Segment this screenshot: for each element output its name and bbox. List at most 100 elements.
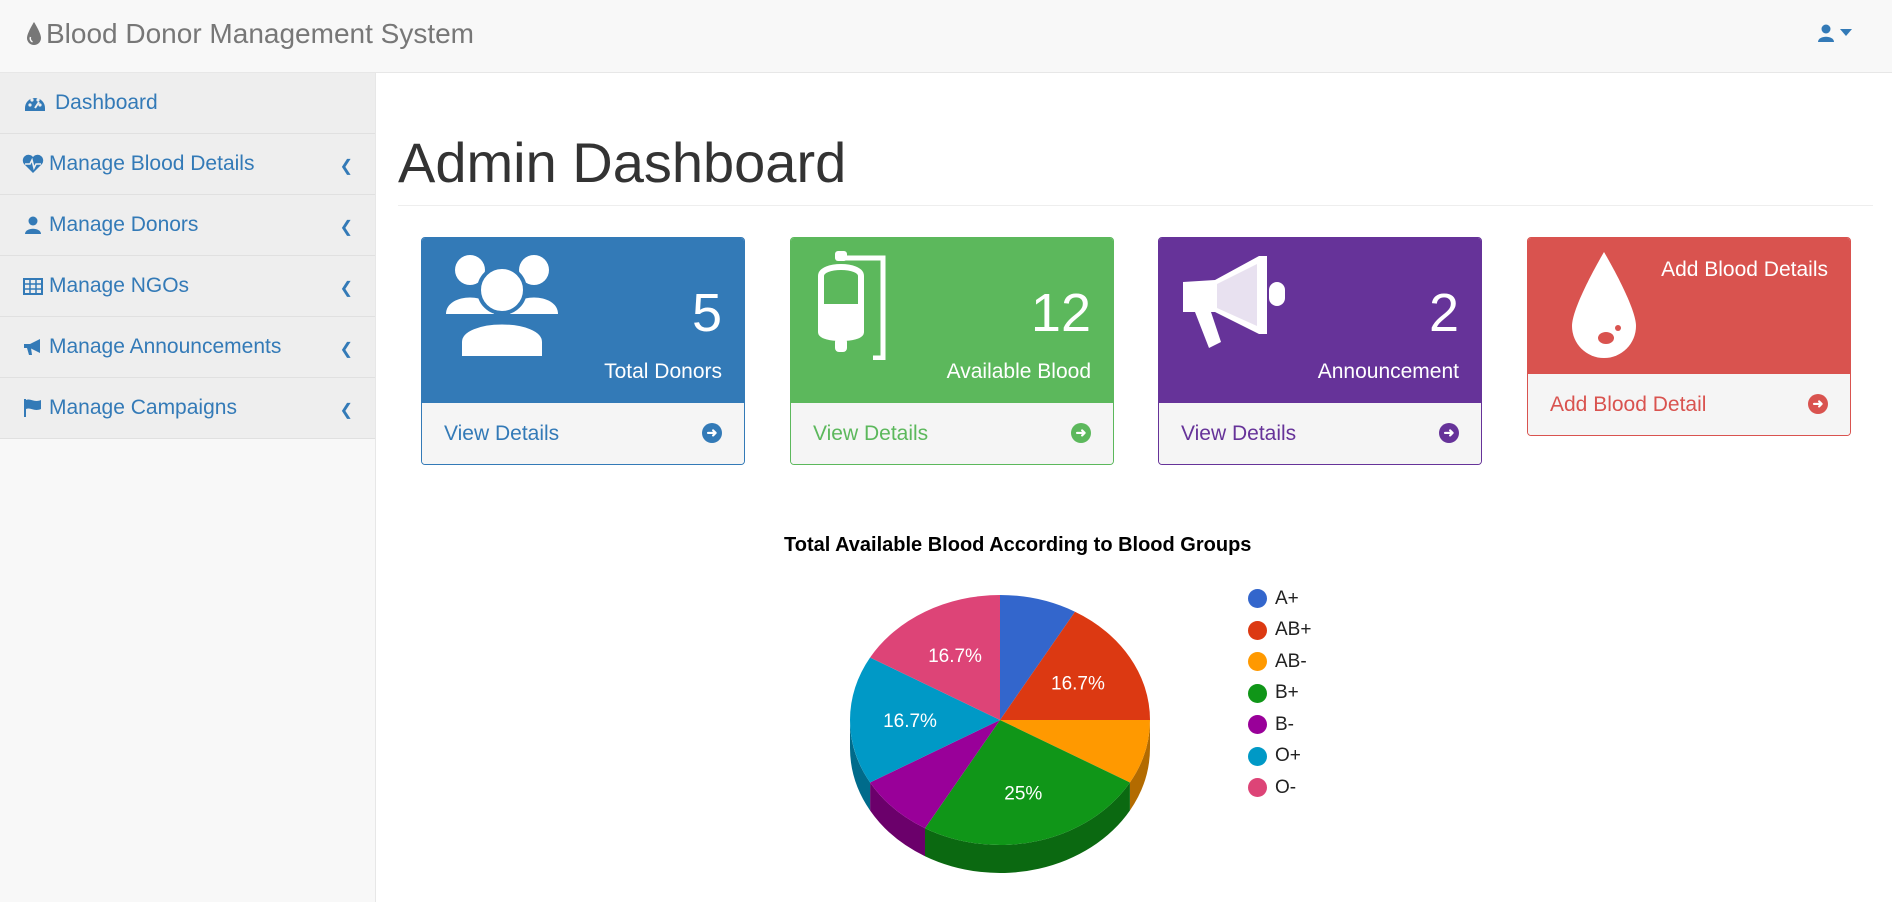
legend-swatch xyxy=(1248,746,1267,766)
sidebar-item-label: Manage Blood Details xyxy=(49,152,255,175)
bullhorn-icon xyxy=(22,336,44,358)
panel-heading: 12 Available Blood xyxy=(791,238,1113,403)
pie-data-label: 25% xyxy=(1004,783,1042,804)
link-label: View Details xyxy=(813,421,929,445)
legend-item[interactable]: A+ xyxy=(1248,583,1311,615)
chevron-left-icon: ❮ xyxy=(339,341,353,358)
chart-title: Total Available Blood According to Blood… xyxy=(784,534,1252,556)
sidebar-item-manage-blood-details[interactable]: Manage Blood Details ❮ xyxy=(0,134,375,195)
title-divider xyxy=(398,205,1873,206)
top-navbar: Blood Donor Management System xyxy=(0,0,1892,73)
view-details-link[interactable]: View Details ➜ xyxy=(422,403,744,464)
chart-legend: A+ AB+ AB- B+ B- O+ O- xyxy=(1248,583,1311,804)
caret-down-icon xyxy=(1840,29,1852,36)
user-icon xyxy=(1818,24,1834,42)
link-label: View Details xyxy=(1181,421,1297,445)
pie-slice-AB- xyxy=(1000,720,1150,783)
pie-slice-AB+ xyxy=(1000,611,1150,720)
panel-label: Add Blood Details xyxy=(1661,258,1828,281)
pie-slice-O+ xyxy=(850,657,1000,783)
pie-data-label: 16.7% xyxy=(928,646,982,667)
pie-data-label: 16.7% xyxy=(1051,674,1105,695)
chevron-left-icon: ❮ xyxy=(339,219,353,236)
pie-slice-B- xyxy=(870,720,1000,829)
add-blood-details-panel: Add Blood Details Add Blood Detail ➜ xyxy=(1527,237,1851,436)
arrow-circle-right-icon: ➜ xyxy=(1808,394,1828,414)
legend-label: AB+ xyxy=(1275,619,1312,641)
legend-swatch xyxy=(1248,589,1267,609)
legend-label: B- xyxy=(1275,713,1294,735)
blood-group-pie-chart: 16.7% 25% 16.7% 16.7% xyxy=(850,595,1150,873)
legend-label: B+ xyxy=(1275,682,1299,704)
sidebar-item-label: Manage Campaigns xyxy=(49,396,237,419)
panel-heading: Add Blood Details xyxy=(1528,238,1850,374)
donor-count: 5 xyxy=(691,283,722,343)
panel-heading: 2 Announcement xyxy=(1159,238,1481,403)
legend-swatch xyxy=(1248,715,1267,735)
arrow-circle-right-icon: ➜ xyxy=(1439,423,1459,443)
chevron-left-icon: ❮ xyxy=(339,158,353,175)
announcement-panel: 2 Announcement View Details ➜ xyxy=(1158,237,1482,465)
chevron-left-icon: ❮ xyxy=(339,280,353,297)
chevron-left-icon: ❮ xyxy=(339,402,353,419)
users-icon xyxy=(446,255,558,358)
pie-data-label: 16.7% xyxy=(883,711,937,732)
sidebar-item-manage-ngos[interactable]: Manage NGOs ❮ xyxy=(0,256,375,317)
page-title: Admin Dashboard xyxy=(398,131,847,194)
legend-item[interactable]: B+ xyxy=(1248,678,1311,710)
view-details-link[interactable]: View Details ➜ xyxy=(791,403,1113,464)
sidebar-item-label: Manage Donors xyxy=(49,213,199,236)
sidebar-item-manage-campaigns[interactable]: Manage Campaigns ❮ xyxy=(0,378,375,439)
pie-slice-O- xyxy=(870,595,1000,720)
legend-swatch xyxy=(1248,683,1267,703)
arrow-circle-right-icon: ➜ xyxy=(1071,423,1091,443)
heartbeat-icon xyxy=(22,153,44,175)
panel-label: Total Donors xyxy=(604,360,722,383)
flag-icon xyxy=(22,397,44,419)
sidebar-item-label: Manage NGOs xyxy=(49,274,190,297)
legend-item[interactable]: AB+ xyxy=(1248,615,1311,647)
pie-slice-side-B+ xyxy=(925,782,1130,873)
add-blood-detail-link[interactable]: Add Blood Detail ➜ xyxy=(1528,374,1850,435)
legend-label: O- xyxy=(1275,776,1297,798)
pie-slice-side-O+ xyxy=(850,720,871,811)
legend-item[interactable]: O- xyxy=(1248,772,1311,804)
pie-slice-side-AB- xyxy=(1129,720,1150,811)
user-icon xyxy=(22,214,44,236)
legend-label: O+ xyxy=(1275,745,1301,767)
sidebar-item-dashboard[interactable]: Dashboard xyxy=(0,73,375,134)
sidebar-item-label: Manage Announcements xyxy=(49,335,282,358)
pie-slice-A+ xyxy=(1000,595,1075,720)
brand[interactable]: Blood Donor Management System xyxy=(26,18,474,50)
view-details-link[interactable]: View Details ➜ xyxy=(1159,403,1481,464)
link-label: View Details xyxy=(444,421,560,445)
total-donors-panel: 5 Total Donors View Details ➜ xyxy=(421,237,745,465)
sidebar: Dashboard Manage Blood Details ❮ Manage … xyxy=(0,73,376,902)
sidebar-item-manage-donors[interactable]: Manage Donors ❮ xyxy=(0,195,375,256)
legend-item[interactable]: B- xyxy=(1248,709,1311,741)
announcement-count: 2 xyxy=(1428,283,1459,343)
legend-swatch xyxy=(1248,778,1267,798)
panel-label: Announcement xyxy=(1317,360,1459,383)
link-label: Add Blood Detail xyxy=(1550,392,1707,416)
megaphone-icon xyxy=(1183,256,1285,348)
arrow-circle-right-icon: ➜ xyxy=(702,423,722,443)
legend-item[interactable]: O+ xyxy=(1248,741,1311,773)
blood-count: 12 xyxy=(1030,283,1091,343)
legend-item[interactable]: AB- xyxy=(1248,646,1311,678)
panel-label: Available Blood xyxy=(946,360,1091,383)
available-blood-panel: 12 Available Blood View Details ➜ xyxy=(790,237,1114,465)
table-icon xyxy=(22,275,44,297)
brand-title: Blood Donor Management System xyxy=(46,18,474,49)
legend-swatch xyxy=(1248,620,1267,640)
legend-label: AB- xyxy=(1275,650,1307,672)
dashboard-icon xyxy=(24,92,46,114)
panel-heading: 5 Total Donors xyxy=(422,238,744,403)
pie-slice-side-B- xyxy=(870,782,925,857)
blood-drop-icon xyxy=(1572,252,1636,358)
legend-swatch xyxy=(1248,652,1267,672)
sidebar-item-manage-announcements[interactable]: Manage Announcements ❮ xyxy=(0,317,375,378)
user-menu[interactable] xyxy=(1818,24,1852,42)
blood-drop-icon xyxy=(27,22,41,45)
sidebar-item-label: Dashboard xyxy=(55,91,158,114)
